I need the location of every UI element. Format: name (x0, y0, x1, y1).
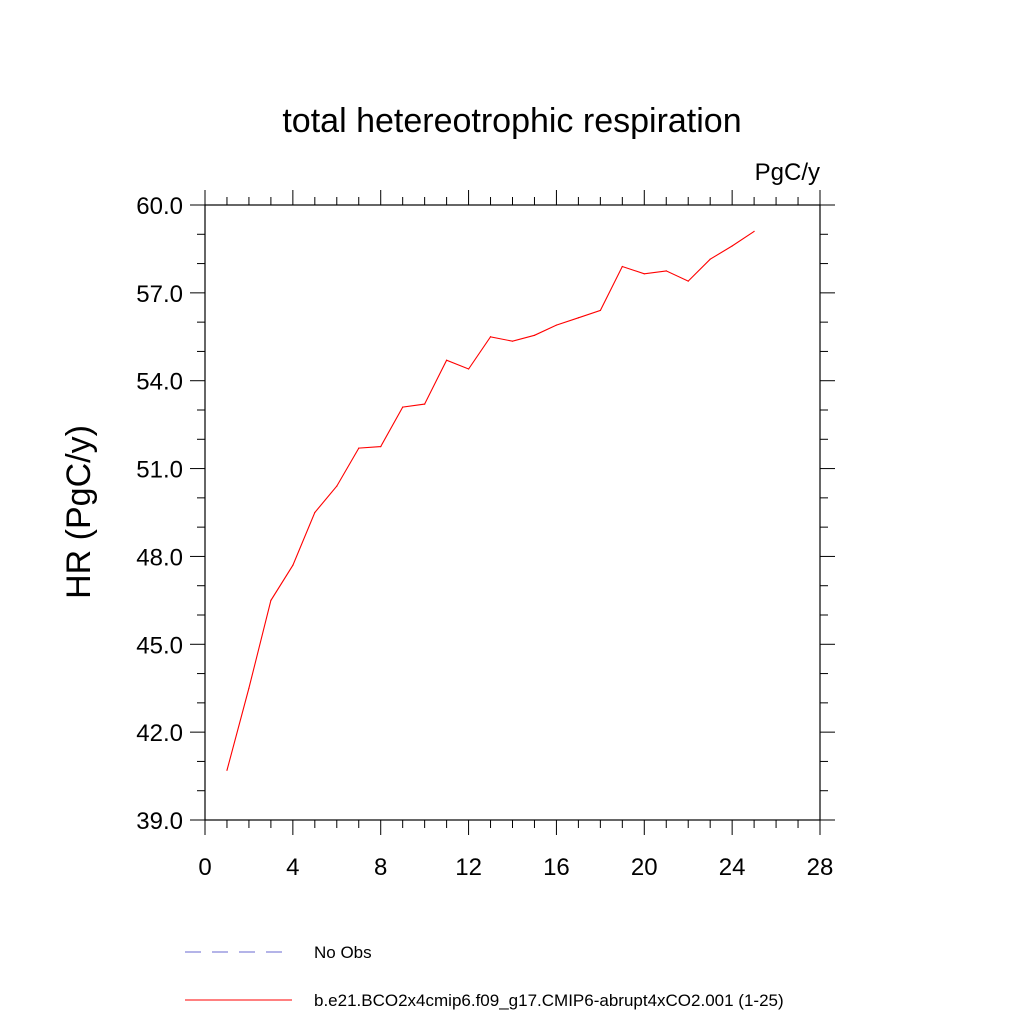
y-tick-label: 48.0 (136, 544, 183, 571)
data-point (731, 245, 733, 247)
data-point (489, 336, 492, 338)
y-tick-label: 57.0 (136, 281, 183, 308)
data-point (687, 280, 689, 282)
data-point (665, 270, 667, 272)
data-point (248, 687, 250, 689)
data-point (380, 446, 382, 448)
legend-label-1: b.e21.BCO2x4cmip6.f09_g17.CMIP6-abrupt4x… (314, 991, 784, 1010)
legend-label-0: No Obs (314, 943, 372, 962)
y-tick-label: 54.0 (136, 369, 183, 396)
data-point (511, 340, 514, 342)
x-tick-label: 24 (719, 854, 746, 881)
y-tick-label: 51.0 (136, 457, 183, 484)
data-point (402, 406, 404, 408)
data-point (577, 317, 579, 319)
data-point (270, 599, 272, 601)
x-tick-label: 0 (198, 854, 211, 881)
units-label: PgC/y (755, 159, 820, 186)
series-line-0 (226, 230, 755, 771)
y-tick-label: 60.0 (136, 193, 183, 220)
data-point (424, 403, 426, 405)
chart-title: total hetereotrophic respiration (282, 102, 741, 140)
data-point (314, 511, 316, 514)
data-point (555, 324, 558, 326)
x-tick-label: 4 (286, 854, 299, 881)
y-tick-label: 45.0 (136, 632, 183, 659)
data-point (533, 334, 536, 336)
data-point (358, 447, 360, 449)
data-point (292, 564, 294, 566)
y-tick-label: 42.0 (136, 720, 183, 747)
y-tick-label: 39.0 (136, 808, 183, 835)
data-point (753, 230, 755, 232)
data-point (643, 273, 645, 275)
data-point (621, 265, 623, 268)
plot-frame (204, 204, 821, 821)
x-tick-label: 12 (455, 854, 482, 881)
x-tick-label: 8 (374, 854, 387, 881)
y-axis-label: HR (PgC/y) (60, 425, 98, 599)
data-point (446, 359, 448, 361)
x-tick-label: 16 (543, 854, 570, 881)
data-point (336, 485, 338, 487)
x-tick-label: 20 (631, 854, 658, 881)
data-point (599, 309, 601, 312)
data-point (467, 368, 470, 370)
x-tick-label: 28 (807, 854, 834, 881)
data-point (709, 258, 711, 260)
data-point (226, 769, 228, 771)
